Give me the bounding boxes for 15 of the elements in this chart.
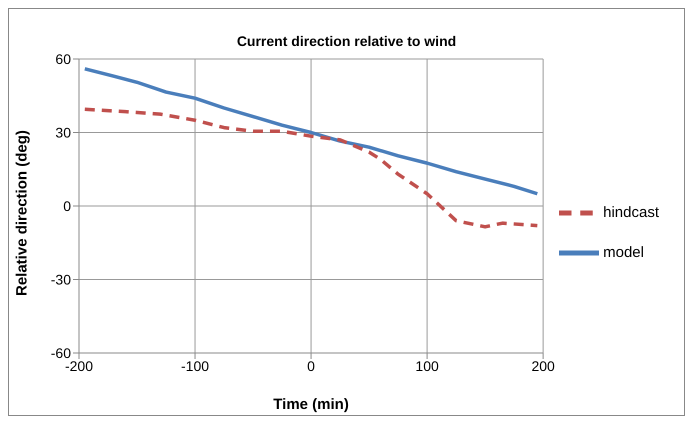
y-tick-label: 0 <box>63 198 72 214</box>
x-tick-label: 100 <box>415 358 439 374</box>
x-tick-label: 200 <box>531 358 556 374</box>
y-tick-label: 30 <box>55 124 72 140</box>
y-tick-label: 60 <box>55 50 72 67</box>
chart-title: Current direction relative to wind <box>236 33 456 49</box>
line-series <box>83 107 540 229</box>
x-axis-title: Time (min) <box>273 396 349 413</box>
legend-label: hindcast <box>603 204 659 221</box>
line-series <box>83 67 540 196</box>
legend-label: model <box>603 244 644 261</box>
x-tick-label: 0 <box>307 358 316 374</box>
y-tick-label: -30 <box>50 271 72 288</box>
y-axis-title: Relative direction (deg) <box>13 130 30 296</box>
x-tick-label: -100 <box>181 358 210 374</box>
